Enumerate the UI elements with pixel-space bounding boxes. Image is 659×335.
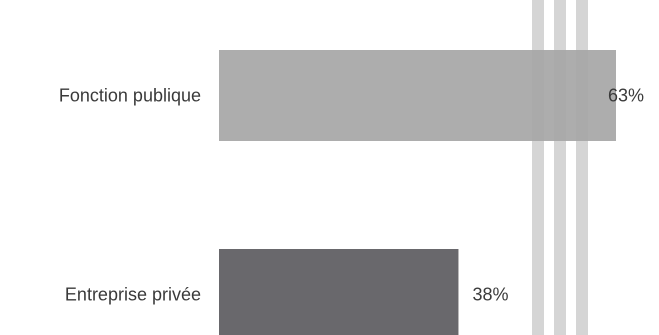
bars-group <box>219 50 616 335</box>
value-label-2: 38% <box>472 285 508 305</box>
category-label-2: Entreprise privée <box>65 285 201 305</box>
value-label-1: 63% <box>608 86 644 106</box>
bar-2 <box>219 249 459 335</box>
labels-group: Fonction publique 63% Entreprise privée 38% <box>59 86 644 305</box>
bar-1 <box>219 50 616 141</box>
category-label-1: Fonction publique <box>59 86 201 106</box>
